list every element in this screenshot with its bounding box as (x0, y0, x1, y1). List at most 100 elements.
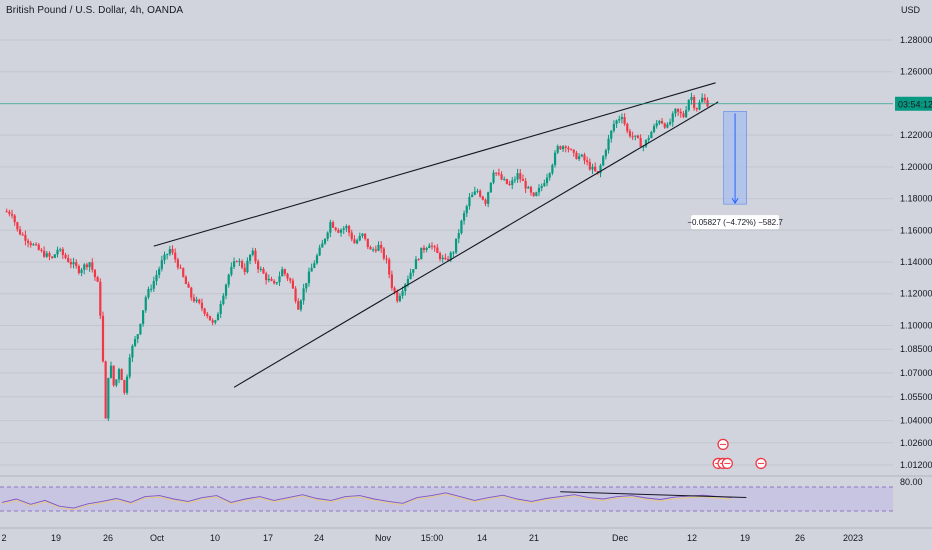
candle-body (206, 314, 208, 316)
candle-body (672, 114, 674, 123)
candle-body (311, 268, 313, 272)
candle-body (185, 277, 187, 284)
candle-body (578, 156, 580, 159)
candle-body (244, 268, 246, 272)
candle-body (380, 245, 382, 249)
candle-body (460, 221, 462, 233)
candle-body (551, 165, 553, 173)
candle-body (67, 258, 69, 262)
candle-body (64, 255, 66, 258)
candle-body (335, 228, 337, 230)
candle-body (56, 250, 58, 255)
candle-body (618, 119, 620, 120)
candle-body (72, 262, 74, 264)
candle-body (102, 316, 104, 362)
candle-body (115, 379, 117, 385)
candle-body (624, 117, 626, 124)
candle-body (91, 262, 93, 269)
wedge-upper-trendline[interactable] (154, 83, 716, 246)
y-tick-label: 1.07000 (900, 368, 932, 378)
y-tick-label: 1.10000 (900, 320, 932, 330)
candle-body (506, 179, 508, 184)
candle-body (292, 281, 294, 289)
candle-body (89, 262, 91, 267)
candle-body (613, 124, 615, 131)
candle-body (236, 261, 238, 262)
candle-body (260, 269, 262, 270)
candle-body (444, 258, 446, 259)
candle-body (458, 233, 460, 238)
candle-body (150, 289, 152, 290)
candle-body (228, 275, 230, 285)
candle-body (490, 183, 492, 193)
candle-body (329, 222, 331, 232)
candle-body (134, 339, 136, 346)
x-tick-label: 19 (740, 533, 750, 543)
candle-body (27, 241, 29, 243)
candle-body (704, 98, 706, 100)
candle-body (519, 173, 521, 179)
candle-body (468, 197, 470, 206)
candle-body (420, 248, 422, 260)
candle-body (500, 174, 502, 179)
candle-body (621, 117, 623, 119)
candle-body (706, 100, 708, 106)
candle-body (324, 239, 326, 244)
y-tick-label: 1.05500 (900, 392, 932, 402)
candle-body (533, 193, 535, 196)
candle-body (246, 261, 248, 272)
candle-body (182, 268, 184, 277)
candle-body (573, 150, 575, 153)
y-tick-label: 1.04000 (900, 416, 932, 426)
x-tick-label: 14 (477, 533, 487, 543)
candle-body (97, 277, 99, 282)
candle-body (575, 153, 577, 159)
candle-body (549, 173, 551, 177)
candle-body (198, 300, 200, 303)
candle-body (650, 132, 652, 138)
candle-body (139, 324, 141, 334)
candle-body (78, 266, 80, 273)
candle-body (685, 110, 687, 117)
candle-body (343, 228, 345, 229)
candle-body (511, 180, 513, 185)
candle-body (372, 249, 374, 250)
candle-body (530, 187, 532, 192)
candle-body (327, 233, 329, 239)
candle-body (252, 251, 254, 255)
candle-body (155, 275, 157, 281)
candle-body (305, 283, 307, 288)
candle-body (466, 206, 468, 213)
candle-body (340, 230, 342, 233)
candle-body (669, 122, 671, 124)
y-tick-label: 1.14000 (900, 257, 932, 267)
y-tick-label: 1.26000 (900, 67, 932, 77)
candle-body (396, 292, 398, 302)
candle-body (30, 243, 32, 245)
candle-body (439, 253, 441, 259)
candle-body (187, 284, 189, 288)
candle-body (113, 366, 115, 386)
candle-body (99, 282, 101, 316)
candle-body (693, 97, 695, 108)
y-tick-label: 1.12000 (900, 289, 932, 299)
candle-body (233, 261, 235, 267)
candle-body (610, 131, 612, 139)
candle-body (522, 179, 524, 181)
wedge-lower-trendline[interactable] (234, 102, 718, 387)
candle-body (174, 253, 176, 260)
candle-body (364, 234, 366, 239)
candle-body (14, 216, 16, 223)
x-tick-label: 19 (51, 533, 61, 543)
candle-body (492, 173, 494, 183)
candle-body (177, 259, 179, 267)
candle-body (495, 173, 497, 174)
candle-body (153, 281, 155, 289)
candle-body (605, 150, 607, 156)
x-tick-label: 15:00 (421, 533, 444, 543)
candle-body (278, 276, 280, 282)
candle-body (377, 245, 379, 251)
candle-body (484, 200, 486, 204)
